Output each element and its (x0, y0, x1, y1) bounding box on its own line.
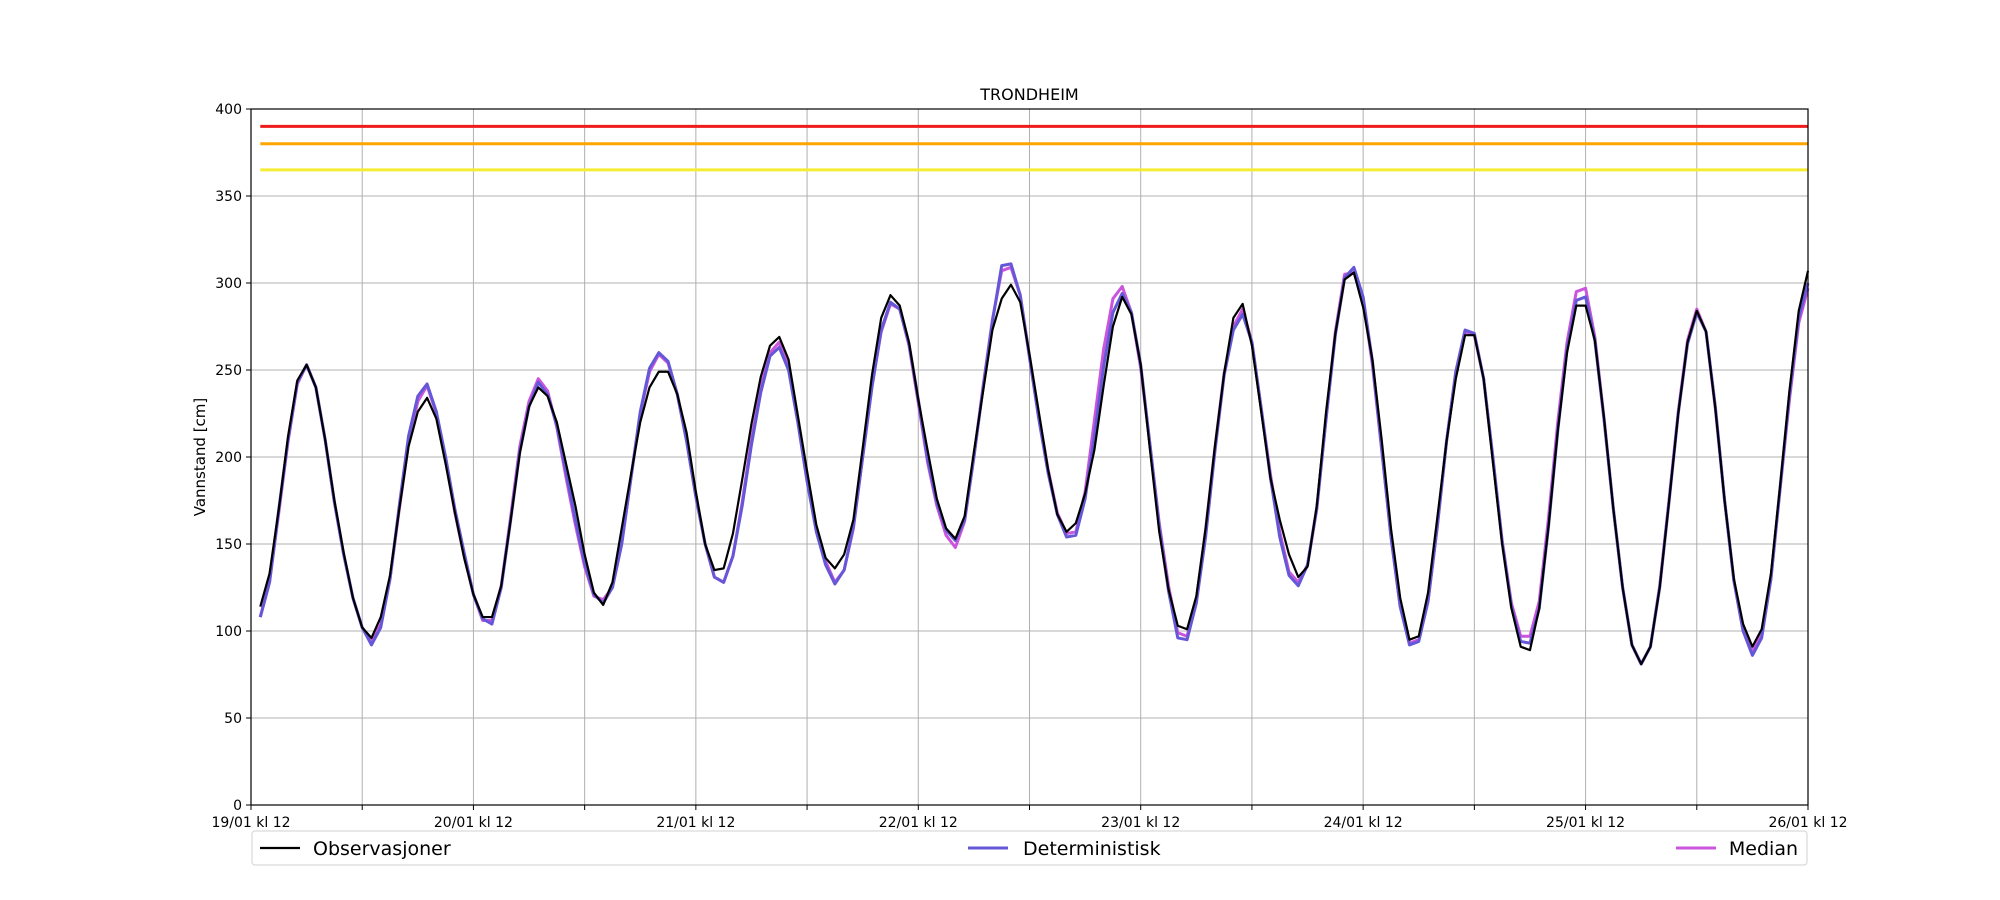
legend-label: Deterministisk (1023, 838, 1161, 860)
grid-lines (250, 108, 1809, 806)
x-axis: 19/01 kl 12 20/01 kl 12 21/01 kl 12 22/01 k… (211, 805, 1848, 831)
x-tick-label: 24/01 kl 12 (1324, 815, 1403, 831)
x-tick-label: 22/01 kl 12 (879, 815, 958, 831)
y-tick-label: 50 (224, 711, 242, 727)
series-lines (258, 262, 1810, 666)
y-tick-label: 400 (215, 102, 242, 118)
x-tick-label: 19/01 kl 12 (211, 815, 290, 831)
y-tick-label: 350 (215, 189, 242, 205)
x-tick-label: 20/01 kl 12 (434, 815, 513, 831)
y-axis-title: Vannstand [cm] (191, 398, 209, 517)
threshold-lines (260, 124, 1808, 172)
chart-title: TRONDHEIM (979, 85, 1078, 104)
x-tick-label: 21/01 kl 12 (656, 815, 735, 831)
y-tick-label: 0 (233, 798, 242, 814)
y-tick-label: 200 (215, 450, 242, 466)
series-line-observasjoner (259, 270, 1810, 666)
y-axis: 0 50 100 150 200 250 300 350 400 (215, 102, 251, 814)
legend-frame (251, 830, 1808, 866)
legend: Observasjoner Deterministisk Median (251, 830, 1808, 866)
x-tick-label: 23/01 kl 12 (1101, 815, 1180, 831)
y-tick-label: 150 (215, 537, 242, 553)
y-tick-label: 100 (215, 624, 242, 640)
y-tick-label: 300 (215, 276, 242, 292)
legend-label: Observasjoner (313, 838, 451, 860)
x-tick-label: 26/01 kl 12 (1768, 815, 1847, 831)
legend-label: Median (1729, 838, 1798, 860)
x-tick-label: 25/01 kl 12 (1546, 815, 1625, 831)
y-tick-label: 250 (215, 363, 242, 379)
legend-entries: Observasjoner Deterministisk Median (260, 838, 1798, 860)
